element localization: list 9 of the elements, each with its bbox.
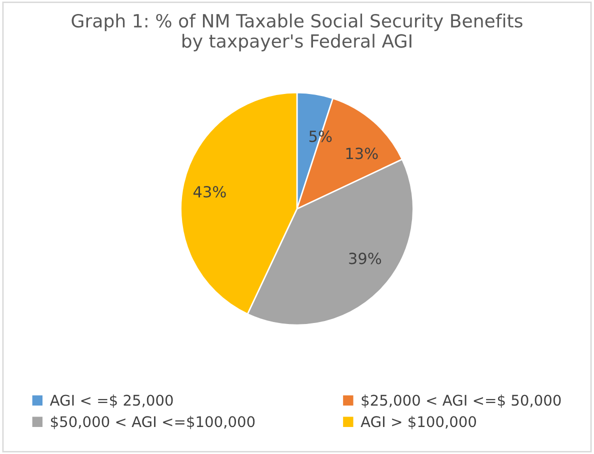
data-label: 39%	[349, 252, 382, 264]
legend-label: AGI < =$ 25,000	[50, 394, 173, 408]
legend-label: $50,000 < AGI <=$100,000	[51, 416, 255, 430]
chart-title: Graph 1: % of NM Taxable Social Security Benefits by taxpayer's Federal AGI	[72, 14, 522, 52]
data-label: 5%	[309, 130, 332, 142]
legend-label: AGI > $100,000	[360, 416, 476, 430]
data-label: 13%	[346, 148, 378, 160]
legend-label: $25,000 < AGI <=$ 50,000	[362, 394, 561, 408]
data-label: 43%	[193, 186, 226, 198]
